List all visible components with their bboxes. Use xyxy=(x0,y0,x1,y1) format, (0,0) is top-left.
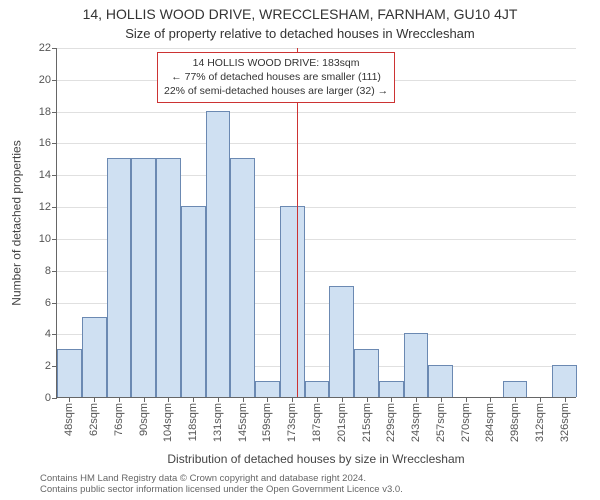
y-tick-label: 22 xyxy=(39,42,57,54)
gridline xyxy=(57,143,576,144)
histogram-bar xyxy=(206,111,231,397)
histogram-bar xyxy=(354,349,379,397)
y-tick-label: 20 xyxy=(39,74,57,86)
x-tick-mark xyxy=(193,397,194,402)
x-tick-mark xyxy=(565,397,566,402)
histogram-bar xyxy=(107,158,132,397)
x-tick-label: 243sqm xyxy=(410,403,422,442)
x-tick-label: 326sqm xyxy=(559,403,571,442)
histogram-bar xyxy=(305,381,330,397)
histogram-bar xyxy=(181,206,206,397)
x-tick-mark xyxy=(168,397,169,402)
footer-attribution: Contains HM Land Registry data © Crown c… xyxy=(40,473,580,496)
y-tick-label: 2 xyxy=(45,360,57,372)
gridline xyxy=(57,48,576,49)
x-tick-label: 159sqm xyxy=(261,403,273,442)
x-tick-label: 201sqm xyxy=(336,403,348,442)
x-tick-mark xyxy=(243,397,244,402)
x-tick-label: 187sqm xyxy=(311,403,323,442)
histogram-bar xyxy=(404,333,429,397)
histogram-bar xyxy=(156,158,181,397)
x-tick-label: 145sqm xyxy=(237,403,249,442)
y-tick-label: 12 xyxy=(39,201,57,213)
x-tick-mark xyxy=(515,397,516,402)
histogram-bar xyxy=(230,158,255,397)
histogram-bar xyxy=(131,158,156,397)
footer-line: Contains HM Land Registry data © Crown c… xyxy=(40,473,580,484)
y-tick-label: 6 xyxy=(45,297,57,309)
x-tick-mark xyxy=(292,397,293,402)
x-tick-mark xyxy=(367,397,368,402)
footer-line: Contains public sector information licen… xyxy=(40,484,580,495)
x-tick-label: 229sqm xyxy=(385,403,397,442)
y-tick-label: 16 xyxy=(39,137,57,149)
x-tick-label: 312sqm xyxy=(534,403,546,442)
x-tick-label: 48sqm xyxy=(63,403,75,436)
histogram-bar xyxy=(552,365,577,397)
x-tick-mark xyxy=(69,397,70,402)
annotation-line: 22% of semi-detached houses are larger (… xyxy=(164,84,388,98)
annotation-line: ← 77% of detached houses are smaller (11… xyxy=(164,70,388,84)
y-tick-label: 14 xyxy=(39,169,57,181)
x-tick-mark xyxy=(317,397,318,402)
x-tick-mark xyxy=(94,397,95,402)
x-tick-label: 76sqm xyxy=(113,403,125,436)
x-tick-mark xyxy=(391,397,392,402)
x-tick-label: 62sqm xyxy=(88,403,100,436)
x-tick-mark xyxy=(119,397,120,402)
x-tick-mark xyxy=(540,397,541,402)
chart-title: 14, HOLLIS WOOD DRIVE, WRECCLESHAM, FARN… xyxy=(0,6,600,22)
x-tick-label: 173sqm xyxy=(286,403,298,442)
histogram-bar xyxy=(255,381,280,397)
plot-area: 024681012141618202248sqm62sqm76sqm90sqm1… xyxy=(56,48,576,398)
x-tick-label: 284sqm xyxy=(484,403,496,442)
x-tick-mark xyxy=(416,397,417,402)
histogram-bar xyxy=(503,381,528,397)
histogram-bar xyxy=(428,365,453,397)
histogram-bar xyxy=(379,381,404,397)
x-tick-mark xyxy=(466,397,467,402)
y-axis-label: Number of detached properties xyxy=(10,48,24,398)
histogram-bar xyxy=(57,349,82,397)
histogram-bar xyxy=(280,206,305,397)
y-tick-label: 10 xyxy=(39,233,57,245)
x-tick-label: 257sqm xyxy=(435,403,447,442)
x-tick-mark xyxy=(342,397,343,402)
y-tick-label: 0 xyxy=(45,392,57,404)
x-tick-label: 131sqm xyxy=(212,403,224,442)
x-tick-mark xyxy=(267,397,268,402)
x-tick-mark xyxy=(218,397,219,402)
x-tick-mark xyxy=(490,397,491,402)
x-tick-label: 298sqm xyxy=(509,403,521,442)
x-tick-label: 270sqm xyxy=(460,403,472,442)
histogram-chart: 14, HOLLIS WOOD DRIVE, WRECCLESHAM, FARN… xyxy=(0,0,600,500)
histogram-bar xyxy=(329,286,354,397)
x-tick-label: 118sqm xyxy=(187,403,199,441)
y-tick-label: 8 xyxy=(45,265,57,277)
x-tick-label: 90sqm xyxy=(138,403,150,436)
gridline xyxy=(57,112,576,113)
x-tick-mark xyxy=(144,397,145,402)
x-axis-label: Distribution of detached houses by size … xyxy=(56,452,576,466)
histogram-bar xyxy=(82,317,107,397)
y-tick-label: 18 xyxy=(39,106,57,118)
x-tick-label: 215sqm xyxy=(361,403,373,442)
chart-subtitle: Size of property relative to detached ho… xyxy=(0,26,600,41)
x-tick-label: 104sqm xyxy=(162,403,174,442)
x-tick-mark xyxy=(441,397,442,402)
y-tick-label: 4 xyxy=(45,328,57,340)
annotation-line: 14 HOLLIS WOOD DRIVE: 183sqm xyxy=(164,56,388,70)
annotation-box: 14 HOLLIS WOOD DRIVE: 183sqm← 77% of det… xyxy=(157,52,395,103)
